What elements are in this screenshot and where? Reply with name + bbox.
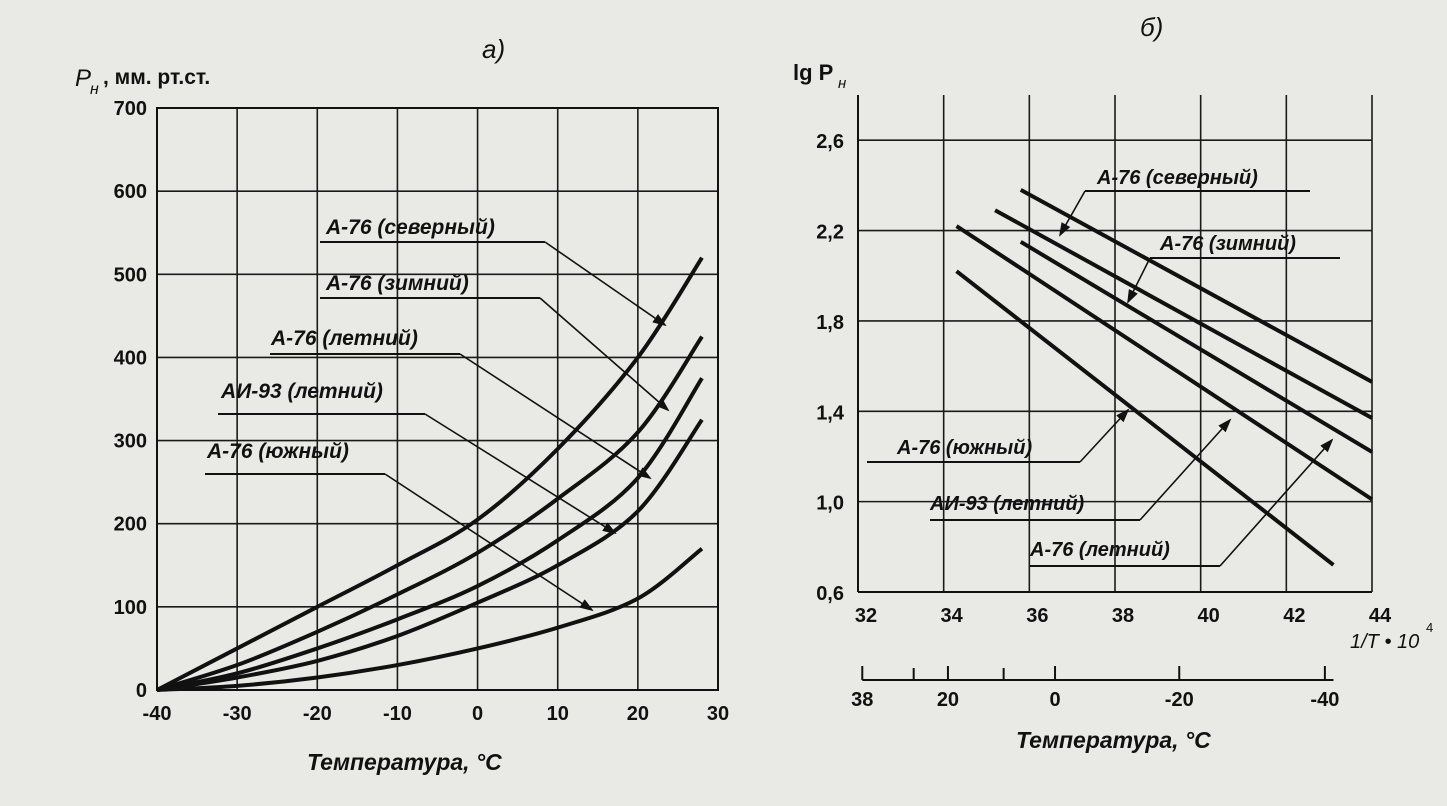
- x-tick-label: 44: [1369, 605, 1392, 627]
- series-label-5: А-76 (южный): [206, 440, 349, 463]
- panel-a-ylabel-main: P: [75, 65, 91, 92]
- x-tick-label: 0: [472, 703, 483, 725]
- y-tick-label: 200: [114, 514, 147, 536]
- x-tick-label: 34: [941, 605, 964, 627]
- y-tick-label: 700: [114, 98, 147, 120]
- series-label-4: АИ-93 (летний): [220, 380, 383, 403]
- series-line-а-76-зимний: [994, 208, 1373, 420]
- temperature-scale-label: 0: [1049, 689, 1060, 711]
- y-tick-label: 500: [114, 264, 147, 286]
- panel-a-plot: -40 -30 -20 -10 0 10 20 30010020030040050060070…: [114, 98, 730, 725]
- y-tick-label: 0,6: [816, 583, 844, 605]
- x-tick-label: 36: [1026, 605, 1048, 627]
- y-tick-label: 2,6: [816, 131, 844, 153]
- series-label-2: А-76 (зимний): [1159, 233, 1296, 255]
- y-tick-label: 1,4: [816, 402, 845, 424]
- y-tick-label: 400: [114, 347, 147, 369]
- series-line-а-76-северный: [156, 256, 704, 692]
- x-tick-label: 32: [855, 605, 877, 627]
- x-tick-label: -30: [223, 703, 252, 725]
- x-tick-label: 20: [627, 703, 649, 725]
- y-tick-label: 600: [114, 181, 147, 203]
- label-leader-arrow: [459, 353, 652, 480]
- panel-b-ylabel-sub: н: [838, 75, 846, 92]
- label-leader-arrow: [544, 241, 667, 327]
- series-label-2: А-76 (зимний): [325, 272, 469, 295]
- series-line-аи-93-летний: [955, 224, 1374, 502]
- series-label-5: А-76 (летний): [1029, 539, 1170, 561]
- temperature-scale-label: -20: [1165, 689, 1194, 711]
- label-leader-arrow: [1079, 408, 1130, 463]
- series-line-а-76-летний: [1019, 240, 1374, 454]
- label-leader-arrow: [1127, 257, 1151, 304]
- x-tick-label: -20: [303, 703, 332, 725]
- x-tick-label: 38: [1112, 605, 1134, 627]
- label-leader-arrow: [1139, 418, 1232, 521]
- panel-b-recip-label: 1/T • 10: [1350, 631, 1419, 653]
- panel-a-ylabel-unit: , мм. рт.ст.: [103, 66, 210, 89]
- label-leader-arrow: [1059, 190, 1086, 237]
- x-tick-label: 10: [547, 703, 569, 725]
- series-line-а-76-зимний: [156, 335, 704, 692]
- plot-frame: [156, 107, 719, 691]
- panel-b-ylabel-main: lg P: [793, 60, 833, 85]
- series-line-аи-93-летний: [156, 418, 704, 692]
- y-tick-label: 1,8: [816, 312, 844, 334]
- y-tick-label: 0: [136, 680, 147, 702]
- panel-b-xlabel: Температура, °С: [1016, 727, 1211, 753]
- y-tick-label: 300: [114, 431, 147, 453]
- series-line-а-76-южный: [955, 269, 1335, 567]
- panel-b-label: б): [1140, 12, 1163, 42]
- x-tick-label: 42: [1283, 605, 1305, 627]
- label-leader-arrow: [1219, 438, 1334, 567]
- label-leader-arrow: [424, 413, 617, 535]
- y-tick-label: 100: [114, 597, 147, 619]
- series-line-а-76-летний: [156, 377, 704, 692]
- panel-b-recip-exp: 4: [1426, 620, 1433, 635]
- label-leader-arrow: [384, 473, 594, 612]
- temperature-scale-label: 20: [937, 689, 959, 711]
- series-line-а-76-южный: [156, 547, 704, 692]
- series-label-1: А-76 (северный): [325, 216, 495, 239]
- temperature-scale-label: -40: [1310, 689, 1339, 711]
- panel-a-xlabel: Температура, °С: [307, 749, 502, 775]
- panel-a-ylabel-sub: н: [90, 81, 99, 98]
- x-tick-label: -10: [383, 703, 412, 725]
- series-line-а-76-северный: [1019, 188, 1373, 384]
- label-leader-arrow: [539, 297, 670, 412]
- series-label-1: А-76 (северный): [1096, 167, 1258, 189]
- y-tick-label: 2,2: [816, 222, 844, 244]
- series-label-3: А-76 (южный): [896, 437, 1032, 459]
- panel-b-plot: 32 34 36 38 40 42 44 0,6 1,0 1,4 1,8 2,2 2,6 38 20 0 -20…: [816, 95, 1392, 711]
- series-label-4: АИ-93 (летний): [929, 493, 1085, 515]
- series-label-3: А-76 (летний): [270, 327, 418, 350]
- temperature-scale-label: 38: [851, 689, 873, 711]
- x-tick-label: -40: [143, 703, 172, 725]
- x-tick-label: 40: [1198, 605, 1220, 627]
- y-tick-label: 1,0: [816, 493, 844, 515]
- panel-a-label: а): [482, 34, 505, 64]
- x-tick-label: 30: [707, 703, 729, 725]
